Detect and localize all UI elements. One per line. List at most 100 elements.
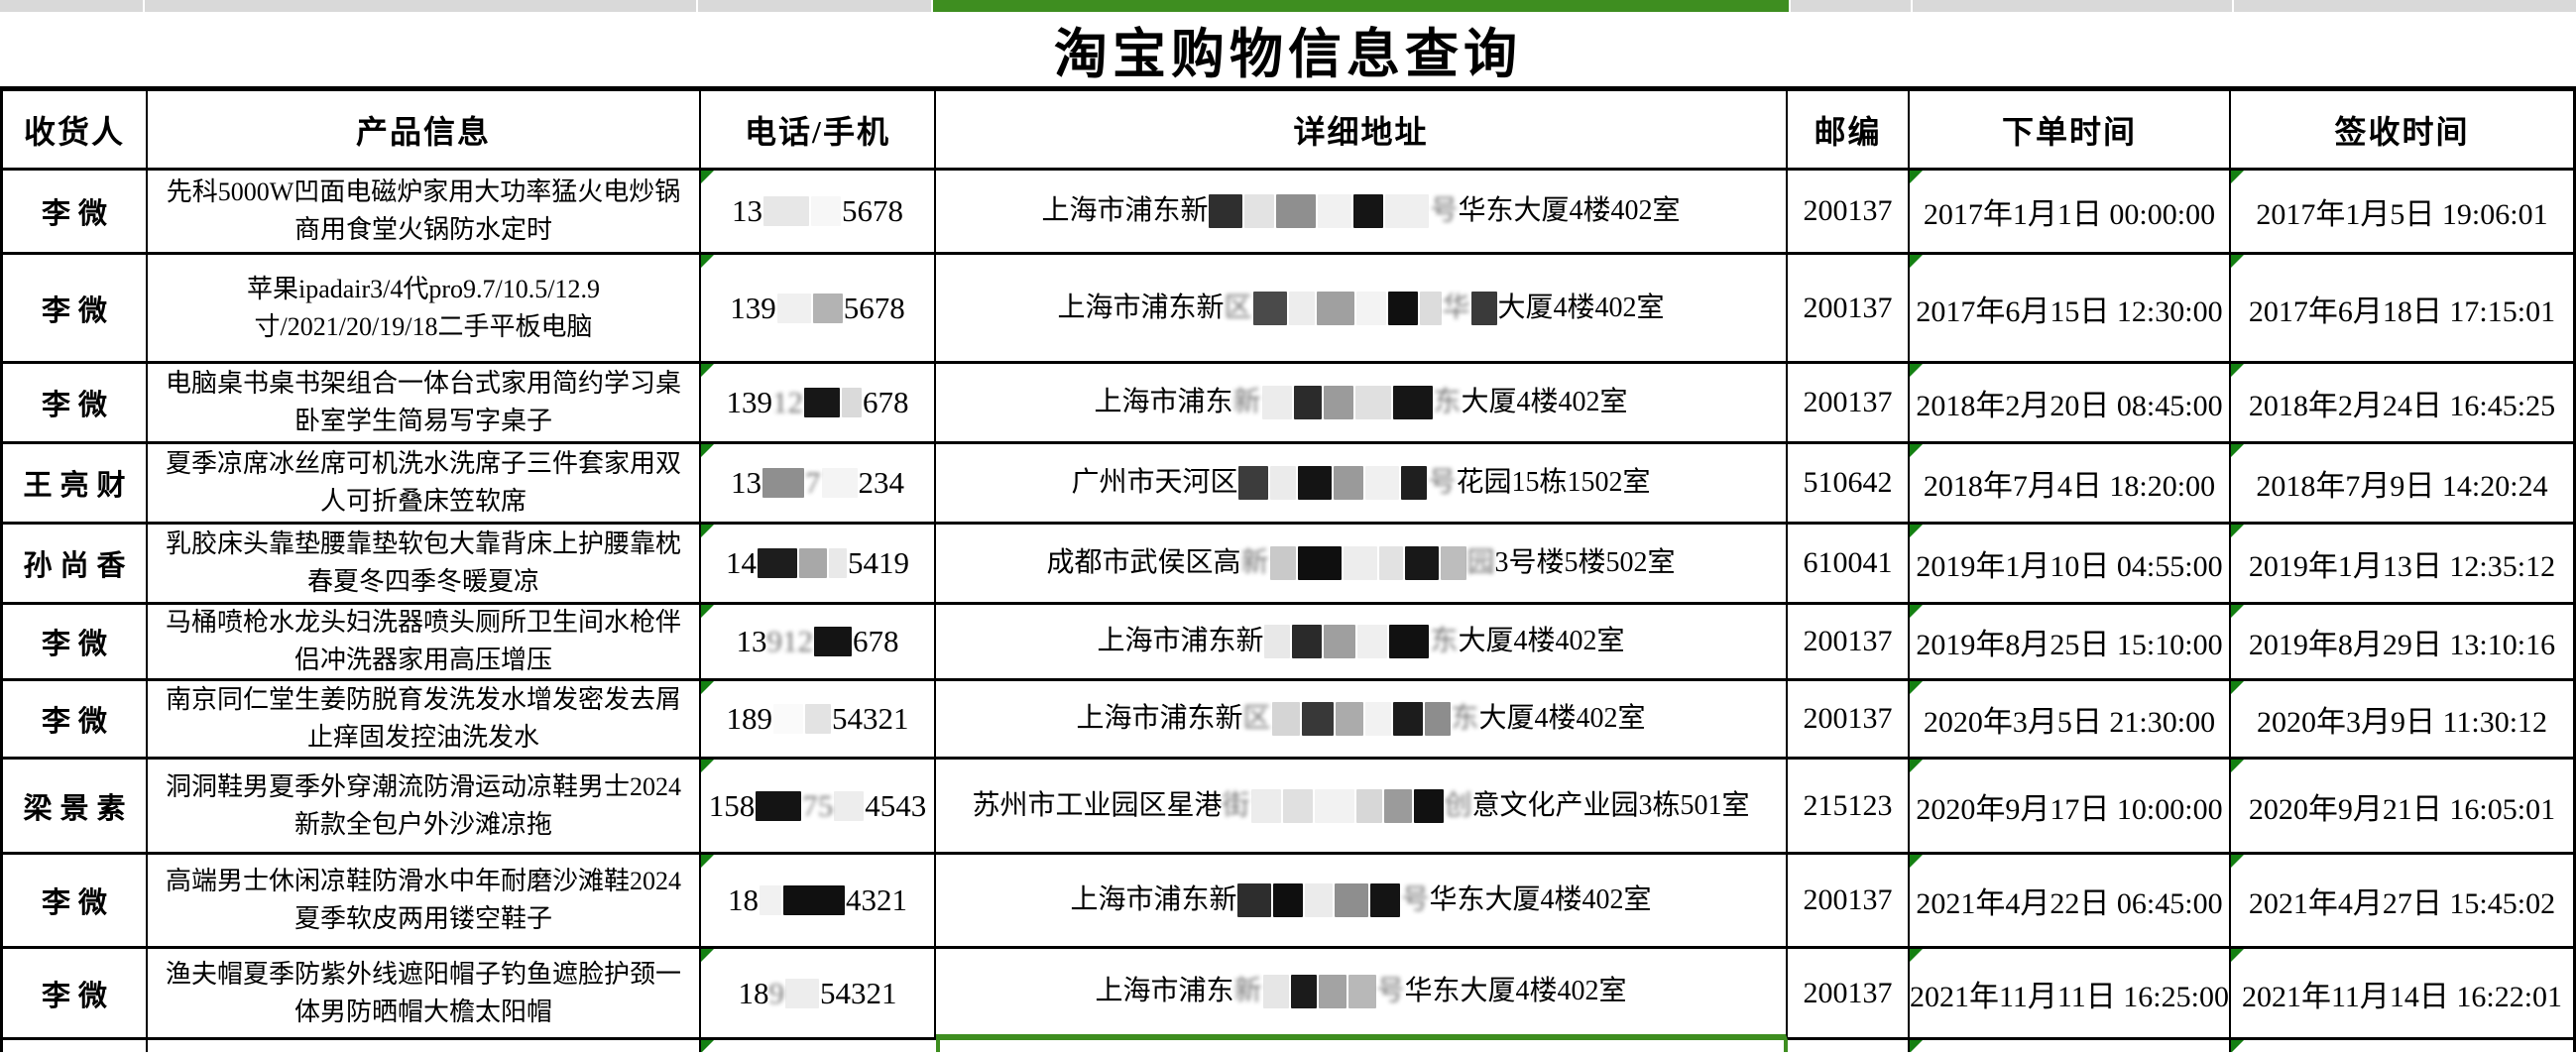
cell-order-time[interactable]: 2021年4月22日 06:45:00 (1910, 855, 2231, 949)
cell-flag-triangle-icon (1910, 605, 1923, 618)
cell-order-time[interactable]: 2018年2月20日 08:45:00 (1910, 364, 2231, 444)
redacted-text: 园 (1466, 547, 1495, 578)
cell-postal[interactable]: 200137 (1788, 949, 1910, 1040)
cell-flag-triangle-icon (701, 855, 714, 868)
cell-phone[interactable]: 18 4321 (701, 855, 936, 949)
cell-address[interactable]: 苏州市工业园区星港街 创意文化产业园3栋501室 (936, 760, 1788, 855)
cell-postal[interactable]: 610041 (1788, 525, 1910, 605)
visible-text: 华东大厦4楼402室 (1429, 884, 1652, 915)
cell-address[interactable]: 上海市浦东新区 华大厦4楼402室 (936, 255, 1788, 364)
cell-recipient[interactable]: 孙尚香 (3, 525, 148, 605)
redaction-block (1282, 788, 1313, 823)
cell-order-time[interactable]: 2019年1月10日 04:55:00 (1910, 525, 2231, 605)
cell-phone[interactable]: 14 5419 (701, 525, 936, 605)
cell-sign-time[interactable]: 2019年8月29日 13:10:16 (2231, 605, 2573, 681)
cell-recipient[interactable]: 李微 (3, 681, 148, 760)
partial-cell-product[interactable] (148, 1040, 701, 1052)
redacted-text: 号 (1376, 976, 1405, 1006)
cell-address[interactable]: 上海市浦东新 号华东大厦4楼402室 (936, 171, 1788, 255)
cell-address[interactable]: 上海市浦东新 东大厦4楼402室 (936, 364, 1788, 444)
visible-text: 大厦4楼402室 (1461, 387, 1628, 417)
cell-postal[interactable]: 200137 (1788, 255, 1910, 364)
strip-cell-col-phone (698, 0, 933, 12)
cell-address[interactable]: 成都市武侯区高新 园 3号楼5楼502室 (936, 525, 1788, 605)
redaction-block (1290, 975, 1317, 1008)
cell-address[interactable]: 上海市浦东新 号华东大厦4楼402室 (936, 855, 1788, 949)
cell-order-time[interactable]: 2017年1月1日 00:00:00 (1910, 171, 2231, 255)
redaction-block (1238, 466, 1269, 500)
partial-cell-postal[interactable] (1788, 1040, 1910, 1052)
cell-recipient[interactable]: 李微 (3, 949, 148, 1040)
cell-postal[interactable]: 200137 (1788, 171, 1910, 255)
redaction-block (1392, 702, 1423, 736)
cell-address[interactable]: 广州市天河区 号花园15栋1502室 (936, 444, 1788, 525)
cell-product[interactable]: 洞洞鞋男夏季外穿潮流防滑运动凉鞋男士2024新款全包户外沙滩凉拖 (148, 760, 701, 855)
cell-recipient[interactable]: 王亮财 (3, 444, 148, 525)
cell-product[interactable]: 南京同仁堂生姜防脱育发洗发水增发密发去屑止痒固发控油洗发水 (148, 681, 701, 760)
header-order-time: 下单时间 (1910, 91, 2231, 171)
cell-address[interactable]: 上海市浦东新区 东大厦4楼402室 (936, 681, 1788, 760)
redaction-block (1401, 466, 1428, 500)
cell-address[interactable]: 上海市浦东新 号华东大厦4楼402室 (936, 949, 1788, 1040)
redaction-block (811, 196, 841, 226)
cell-order-time[interactable]: 2019年8月25日 15:10:00 (1910, 605, 2231, 681)
cell-phone[interactable]: 189 54321 (701, 681, 936, 760)
cell-sign-time[interactable]: 2019年1月13日 12:35:12 (2231, 525, 2573, 605)
cell-postal[interactable]: 510642 (1788, 444, 1910, 525)
cell-sign-time[interactable]: 2020年3月9日 11:30:12 (2231, 681, 2573, 760)
cell-sign-time[interactable]: 2018年2月24日 16:45:25 (2231, 364, 2573, 444)
redaction-block (1334, 466, 1364, 500)
visible-text: 5678 (843, 290, 905, 325)
cell-sign-time[interactable]: 2021年11月14日 16:22:01 (2231, 949, 2573, 1040)
cell-recipient[interactable]: 李微 (3, 171, 148, 255)
visible-text: 上海市浦东新 (1076, 703, 1243, 734)
cell-recipient[interactable]: 李微 (3, 855, 148, 949)
cell-product[interactable]: 苹果ipadair3/4代pro9.7/10.5/12.9寸/2021/20/1… (148, 255, 701, 364)
cell-recipient[interactable]: 李微 (3, 605, 148, 681)
cell-product[interactable]: 先科5000W凹面电磁炉家用大功率猛火电炒锅商用食堂火锅防水定时 (148, 171, 701, 255)
visible-text: 大厦4楼402室 (1458, 626, 1625, 656)
cell-product[interactable]: 渔夫帽夏季防紫外线遮阳帽子钓鱼遮脸护颈一体男防晒帽大檐太阳帽 (148, 949, 701, 1040)
cell-sign-time[interactable]: 2020年9月21日 16:05:01 (2231, 760, 2573, 855)
cell-address[interactable]: 上海市浦东新 东大厦4楼402室 (936, 605, 1788, 681)
cell-phone[interactable]: 139 5678 (701, 255, 936, 364)
cell-postal[interactable]: 215123 (1788, 760, 1910, 855)
cell-product[interactable]: 高端男士休闲凉鞋防滑水中年耐磨沙滩鞋2024夏季软皮两用镂空鞋子 (148, 855, 701, 949)
partial-cell-address[interactable] (936, 1040, 1788, 1052)
cell-phone[interactable]: 13 5678 (701, 171, 936, 255)
cell-product[interactable]: 马桶喷枪水龙头妇洗器喷头厕所卫生间水枪伴侣冲洗器家用高压增压 (148, 605, 701, 681)
cell-order-time[interactable]: 2020年9月17日 10:00:00 (1910, 760, 2231, 855)
cell-postal[interactable]: 200137 (1788, 681, 1910, 760)
cell-order-time[interactable]: 2017年6月15日 12:30:00 (1910, 255, 2231, 364)
cell-order-time[interactable]: 2020年3月5日 21:30:00 (1910, 681, 2231, 760)
cell-phone[interactable]: 158 75 4543 (701, 760, 936, 855)
partial-cell-recipient[interactable] (3, 1040, 148, 1052)
cell-sign-time[interactable]: 2017年6月18日 17:15:01 (2231, 255, 2573, 364)
cell-product[interactable]: 电脑桌书桌书架组合一体台式家用简约学习桌卧室学生简易写字桌子 (148, 364, 701, 444)
cell-order-time[interactable]: 2021年11月11日 16:25:00 (1910, 949, 2231, 1040)
cell-order-time[interactable]: 2018年7月4日 18:20:00 (1910, 444, 2231, 525)
partial-cell-phone[interactable] (701, 1040, 936, 1052)
visible-text: 13 (736, 624, 767, 658)
cell-recipient[interactable]: 李微 (3, 364, 148, 444)
cell-postal[interactable]: 200137 (1788, 364, 1910, 444)
cell-recipient[interactable]: 梁景素 (3, 760, 148, 855)
cell-sign-time[interactable]: 2017年1月5日 19:06:01 (2231, 171, 2573, 255)
redaction-block (1440, 546, 1466, 580)
cell-postal[interactable]: 200137 (1788, 605, 1910, 681)
cell-sign-time[interactable]: 2021年4月27日 15:45:02 (2231, 855, 2573, 949)
partial-cell-sign-time[interactable] (2231, 1040, 2573, 1052)
redaction-block (776, 293, 811, 323)
partial-cell-order-time[interactable] (1910, 1040, 2231, 1052)
cell-product[interactable]: 乳胶床头靠垫腰靠垫软包大靠背床上护腰靠枕春夏冬四季冬暖夏凉 (148, 525, 701, 605)
cell-product[interactable]: 夏季凉席冰丝席可机洗水洗席子三件套家用双人可折叠床笠软席 (148, 444, 701, 525)
cell-postal[interactable]: 200137 (1788, 855, 1910, 949)
cell-sign-time[interactable]: 2018年7月9日 14:20:24 (2231, 444, 2573, 525)
cell-recipient[interactable]: 李微 (3, 255, 148, 364)
redaction-block (1323, 386, 1353, 419)
redaction-block (1237, 883, 1272, 917)
cell-phone[interactable]: 13 7 234 (701, 444, 936, 525)
